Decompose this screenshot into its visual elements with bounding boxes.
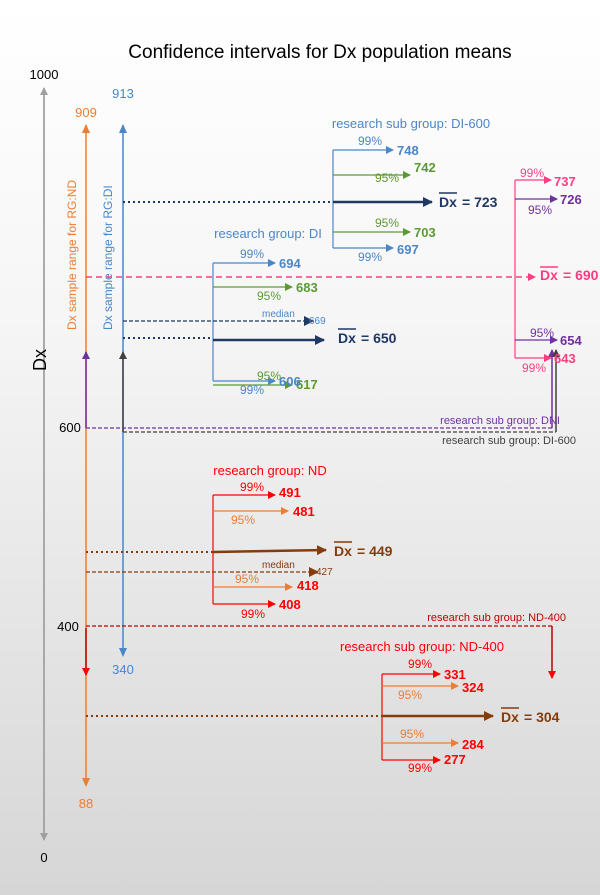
di600-pct-99-lower: 99% <box>358 250 382 264</box>
dni-value-643: 643 <box>554 351 576 366</box>
nd400-value-284: 284 <box>462 737 484 752</box>
di600-title: research sub group: DI-600 <box>332 116 490 131</box>
nd400-pct-99-lower: 99% <box>408 761 432 775</box>
axis-tick-400: 400 <box>57 619 79 634</box>
di-pct-95-lower: 95% <box>257 369 281 383</box>
nd-range-label: Dx sample range for RG:ND <box>65 180 79 330</box>
nd400-pct-99-upper: 99% <box>408 657 432 671</box>
nd-range-bottom-arrow <box>82 778 90 787</box>
dni-pct-99-lower: 99% <box>522 361 546 375</box>
nd-range-top-arrow <box>82 124 90 133</box>
dni-pct-95-lower: 95% <box>530 326 554 340</box>
nd-title: research group: ND <box>213 463 326 478</box>
nd-pct-95-upper: 95% <box>231 513 255 527</box>
dni-pct-99-upper: 99% <box>520 166 544 180</box>
di600-mean-value: = 723 <box>462 194 498 210</box>
di600-pct-99-upper: 99% <box>358 134 382 148</box>
nd400-title: research sub group: ND-400 <box>340 639 504 654</box>
di-value-606: 606 <box>279 374 301 389</box>
nd400-mean-value: = 304 <box>524 709 560 725</box>
nd-median-label: median <box>262 560 295 571</box>
di-value-683: 683 <box>296 280 318 295</box>
nd400-pct-95-lower: 95% <box>400 727 424 741</box>
di600-pct-95-upper: 95% <box>375 171 399 185</box>
diagram-title: Confidence intervals for Dx population m… <box>128 42 511 63</box>
nd-mean-symbol: Dx <box>334 543 352 559</box>
di-median-label: median <box>262 309 295 320</box>
di-value-617: 617 <box>296 377 318 392</box>
nd400-value-331: 331 <box>444 667 466 682</box>
nd-value-481: 481 <box>293 504 315 519</box>
nd-mean-arrow <box>212 545 327 556</box>
nd400-pct-95-upper: 95% <box>398 688 422 702</box>
di-range-min: 340 <box>112 662 134 677</box>
nd-range-min: 88 <box>79 796 93 811</box>
nd-pct-99-upper: 99% <box>240 480 264 494</box>
nd-median-value: 427 <box>316 567 333 578</box>
axis-tick-1000: 1000 <box>30 67 59 82</box>
dni-value-726: 726 <box>560 192 582 207</box>
di600-bottom-label: research sub group: DI-600 <box>442 435 576 447</box>
nd-pct-95-lower: 95% <box>235 572 259 586</box>
dni-bottom-label: research sub group: DNI <box>440 415 560 427</box>
di600-value-742: 742 <box>414 160 436 175</box>
nd400-value-277: 277 <box>444 752 466 767</box>
axis-tick-0: 0 <box>40 850 47 865</box>
di-title: research group: DI <box>214 226 322 241</box>
di600-mean-symbol: Dx <box>439 194 457 210</box>
nd400-value-324: 324 <box>462 680 484 695</box>
dni-value-737: 737 <box>554 174 576 189</box>
di-range-label: Dx sample range for RG:DI <box>101 185 115 330</box>
di600-pct-95-lower: 95% <box>375 216 399 230</box>
nd-value-491: 491 <box>279 485 301 500</box>
di-pct-95-upper: 95% <box>257 289 281 303</box>
dni-mean-value: = 690 <box>563 267 599 283</box>
axis-tick-600: 600 <box>59 420 81 435</box>
di-mean-symbol: Dx <box>338 330 356 346</box>
di-pct-99-upper: 99% <box>240 247 264 261</box>
axis-label: Dx <box>30 349 50 371</box>
di-range-top-arrow <box>119 124 127 133</box>
nd-range-max: 909 <box>75 105 97 120</box>
nd-mean-value: = 449 <box>357 543 393 559</box>
nd400-mean-symbol: Dx <box>501 709 519 725</box>
nd-value-418: 418 <box>297 578 319 593</box>
di600-value-697: 697 <box>397 242 419 257</box>
dni-pct-95-upper: 95% <box>528 203 552 217</box>
dni-value-654: 654 <box>560 333 582 348</box>
di600-value-748: 748 <box>397 143 419 158</box>
dni-mean-symbol: Dx <box>540 267 558 283</box>
di-range-bottom-arrow <box>119 648 127 657</box>
di600-value-703: 703 <box>414 225 436 240</box>
nd-value-408: 408 <box>279 597 301 612</box>
di-range-max: 913 <box>112 86 134 101</box>
nd-pct-99-lower: 99% <box>241 607 265 621</box>
nd400-top-label: research sub group: ND-400 <box>427 612 566 624</box>
di-mean-value: = 650 <box>361 330 397 346</box>
di-value-694: 694 <box>279 256 301 271</box>
di-median-value: 669 <box>309 316 326 327</box>
di-pct-99-lower: 99% <box>240 383 264 397</box>
